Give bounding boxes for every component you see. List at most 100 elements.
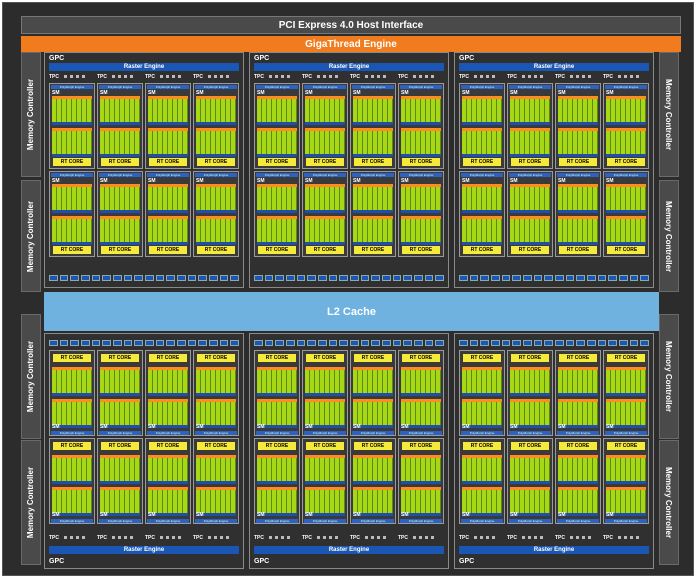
polymorph-engine: PolyMorph Engine: [256, 173, 298, 177]
cuda-core-block: [148, 455, 188, 484]
sm-label: SM: [510, 90, 518, 96]
rt-core: RT CORE: [463, 442, 501, 450]
cuda-core-block: [510, 216, 550, 245]
sm-label: SM: [558, 90, 566, 96]
memory-controller: Memory Controller: [659, 440, 679, 565]
memory-unit: [608, 275, 618, 281]
sm-label: SM: [52, 90, 60, 96]
memory-unit: [414, 275, 423, 281]
polymorph-engine: PolyMorph Engine: [99, 173, 141, 177]
memory-unit: [145, 340, 154, 346]
cuda-core-block: [196, 96, 236, 125]
tpc-unit: TPC: [459, 534, 504, 543]
sm-unit: PolyMorph Engine SM RT CORE: [459, 171, 505, 257]
memory-unit: [81, 340, 90, 346]
tpc-label: TPC: [350, 74, 360, 80]
tpc-connector: [570, 75, 592, 78]
gpc-memory-strip: [254, 340, 445, 346]
cuda-core-block: [305, 184, 345, 213]
tpc-connector: [269, 75, 291, 78]
cuda-core-block: [353, 487, 393, 516]
memory-unit: [123, 340, 133, 346]
polymorph-engine: PolyMorph Engine: [557, 519, 599, 523]
cuda-core-block: [148, 96, 188, 125]
memory-unit: [49, 275, 58, 281]
tpc-label: TPC: [145, 535, 155, 541]
memory-unit: [230, 340, 240, 346]
memory-unit: [134, 340, 144, 346]
cuda-core-block: [257, 455, 297, 484]
polymorph-engine: PolyMorph Engine: [51, 519, 93, 523]
sm-unit: RT CORE SM PolyMorph Engine: [254, 438, 300, 524]
gpc-label: GPC: [459, 55, 475, 62]
polymorph-engine: PolyMorph Engine: [256, 85, 298, 89]
cuda-core-block: [401, 487, 441, 516]
rt-core: RT CORE: [101, 354, 139, 362]
sm-unit: PolyMorph Engine SM RT CORE: [254, 83, 300, 169]
cuda-core-block: [462, 184, 502, 213]
polymorph-engine: PolyMorph Engine: [461, 173, 503, 177]
tpc-unit: TPC: [49, 534, 94, 543]
tpc-label: TPC: [459, 74, 469, 80]
cuda-core-block: [606, 455, 646, 484]
memory-unit: [296, 340, 306, 346]
cuda-core-block: [52, 184, 92, 213]
memory-unit: [307, 275, 317, 281]
rt-core: RT CORE: [607, 354, 645, 362]
memory-unit: [392, 275, 402, 281]
tpc-unit: TPC: [97, 534, 142, 543]
polymorph-engine: PolyMorph Engine: [557, 173, 599, 177]
sm-label: SM: [100, 90, 108, 96]
tpc-label: TPC: [507, 535, 517, 541]
raster-engine: Raster Engine: [254, 63, 444, 71]
rt-core: RT CORE: [559, 442, 597, 450]
polymorph-engine: PolyMorph Engine: [195, 431, 237, 435]
sm-label: SM: [305, 90, 313, 96]
sm-label: SM: [353, 424, 361, 430]
memory-controller-label: Memory Controller: [664, 78, 674, 151]
sm-unit: PolyMorph Engine SM RT CORE: [145, 171, 191, 257]
memory-controller: Memory Controller: [21, 180, 41, 292]
cuda-core-block: [606, 216, 646, 245]
memory-unit: [209, 340, 218, 346]
rt-core: RT CORE: [463, 354, 501, 362]
memory-unit: [512, 275, 522, 281]
sm-unit: RT CORE SM PolyMorph Engine: [507, 438, 553, 524]
cuda-core-block: [606, 128, 646, 157]
memory-unit: [254, 340, 263, 346]
sm-label: SM: [510, 424, 518, 430]
memory-unit: [230, 275, 240, 281]
polymorph-engine: PolyMorph Engine: [509, 431, 551, 435]
rt-core: RT CORE: [463, 158, 501, 166]
tpc-strip: TPC TPC TPC TPC: [459, 534, 649, 543]
rt-core: RT CORE: [607, 442, 645, 450]
cuda-core-block: [100, 487, 140, 516]
tpc-unit: TPC: [507, 534, 552, 543]
memory-unit: [597, 275, 607, 281]
tpc-connector: [317, 75, 339, 78]
sm-label: SM: [401, 424, 409, 430]
rt-core: RT CORE: [511, 158, 549, 166]
tpc-label: TPC: [49, 535, 59, 541]
sm-unit: PolyMorph Engine SM RT CORE: [459, 83, 505, 169]
sm-unit: PolyMorph Engine SM RT CORE: [302, 171, 348, 257]
rt-core: RT CORE: [197, 442, 235, 450]
rt-core: RT CORE: [197, 354, 235, 362]
cuda-core-block: [462, 96, 502, 125]
memory-unit: [264, 275, 274, 281]
sm-label: SM: [606, 424, 614, 430]
polymorph-engine: PolyMorph Engine: [509, 85, 551, 89]
polymorph-engine: PolyMorph Engine: [147, 519, 189, 523]
cuda-core-block: [462, 367, 502, 396]
sm-unit: RT CORE SM PolyMorph Engine: [145, 438, 191, 524]
cuda-core-block: [558, 96, 598, 125]
sm-unit: PolyMorph Engine SM RT CORE: [145, 83, 191, 169]
sm-label: SM: [462, 178, 470, 184]
sm-unit: PolyMorph Engine SM RT CORE: [555, 171, 601, 257]
sm-label: SM: [148, 424, 156, 430]
tpc-unit: TPC: [193, 73, 238, 82]
sm-label: SM: [353, 90, 361, 96]
tpc-connector: [474, 75, 496, 78]
cuda-core-block: [100, 455, 140, 484]
